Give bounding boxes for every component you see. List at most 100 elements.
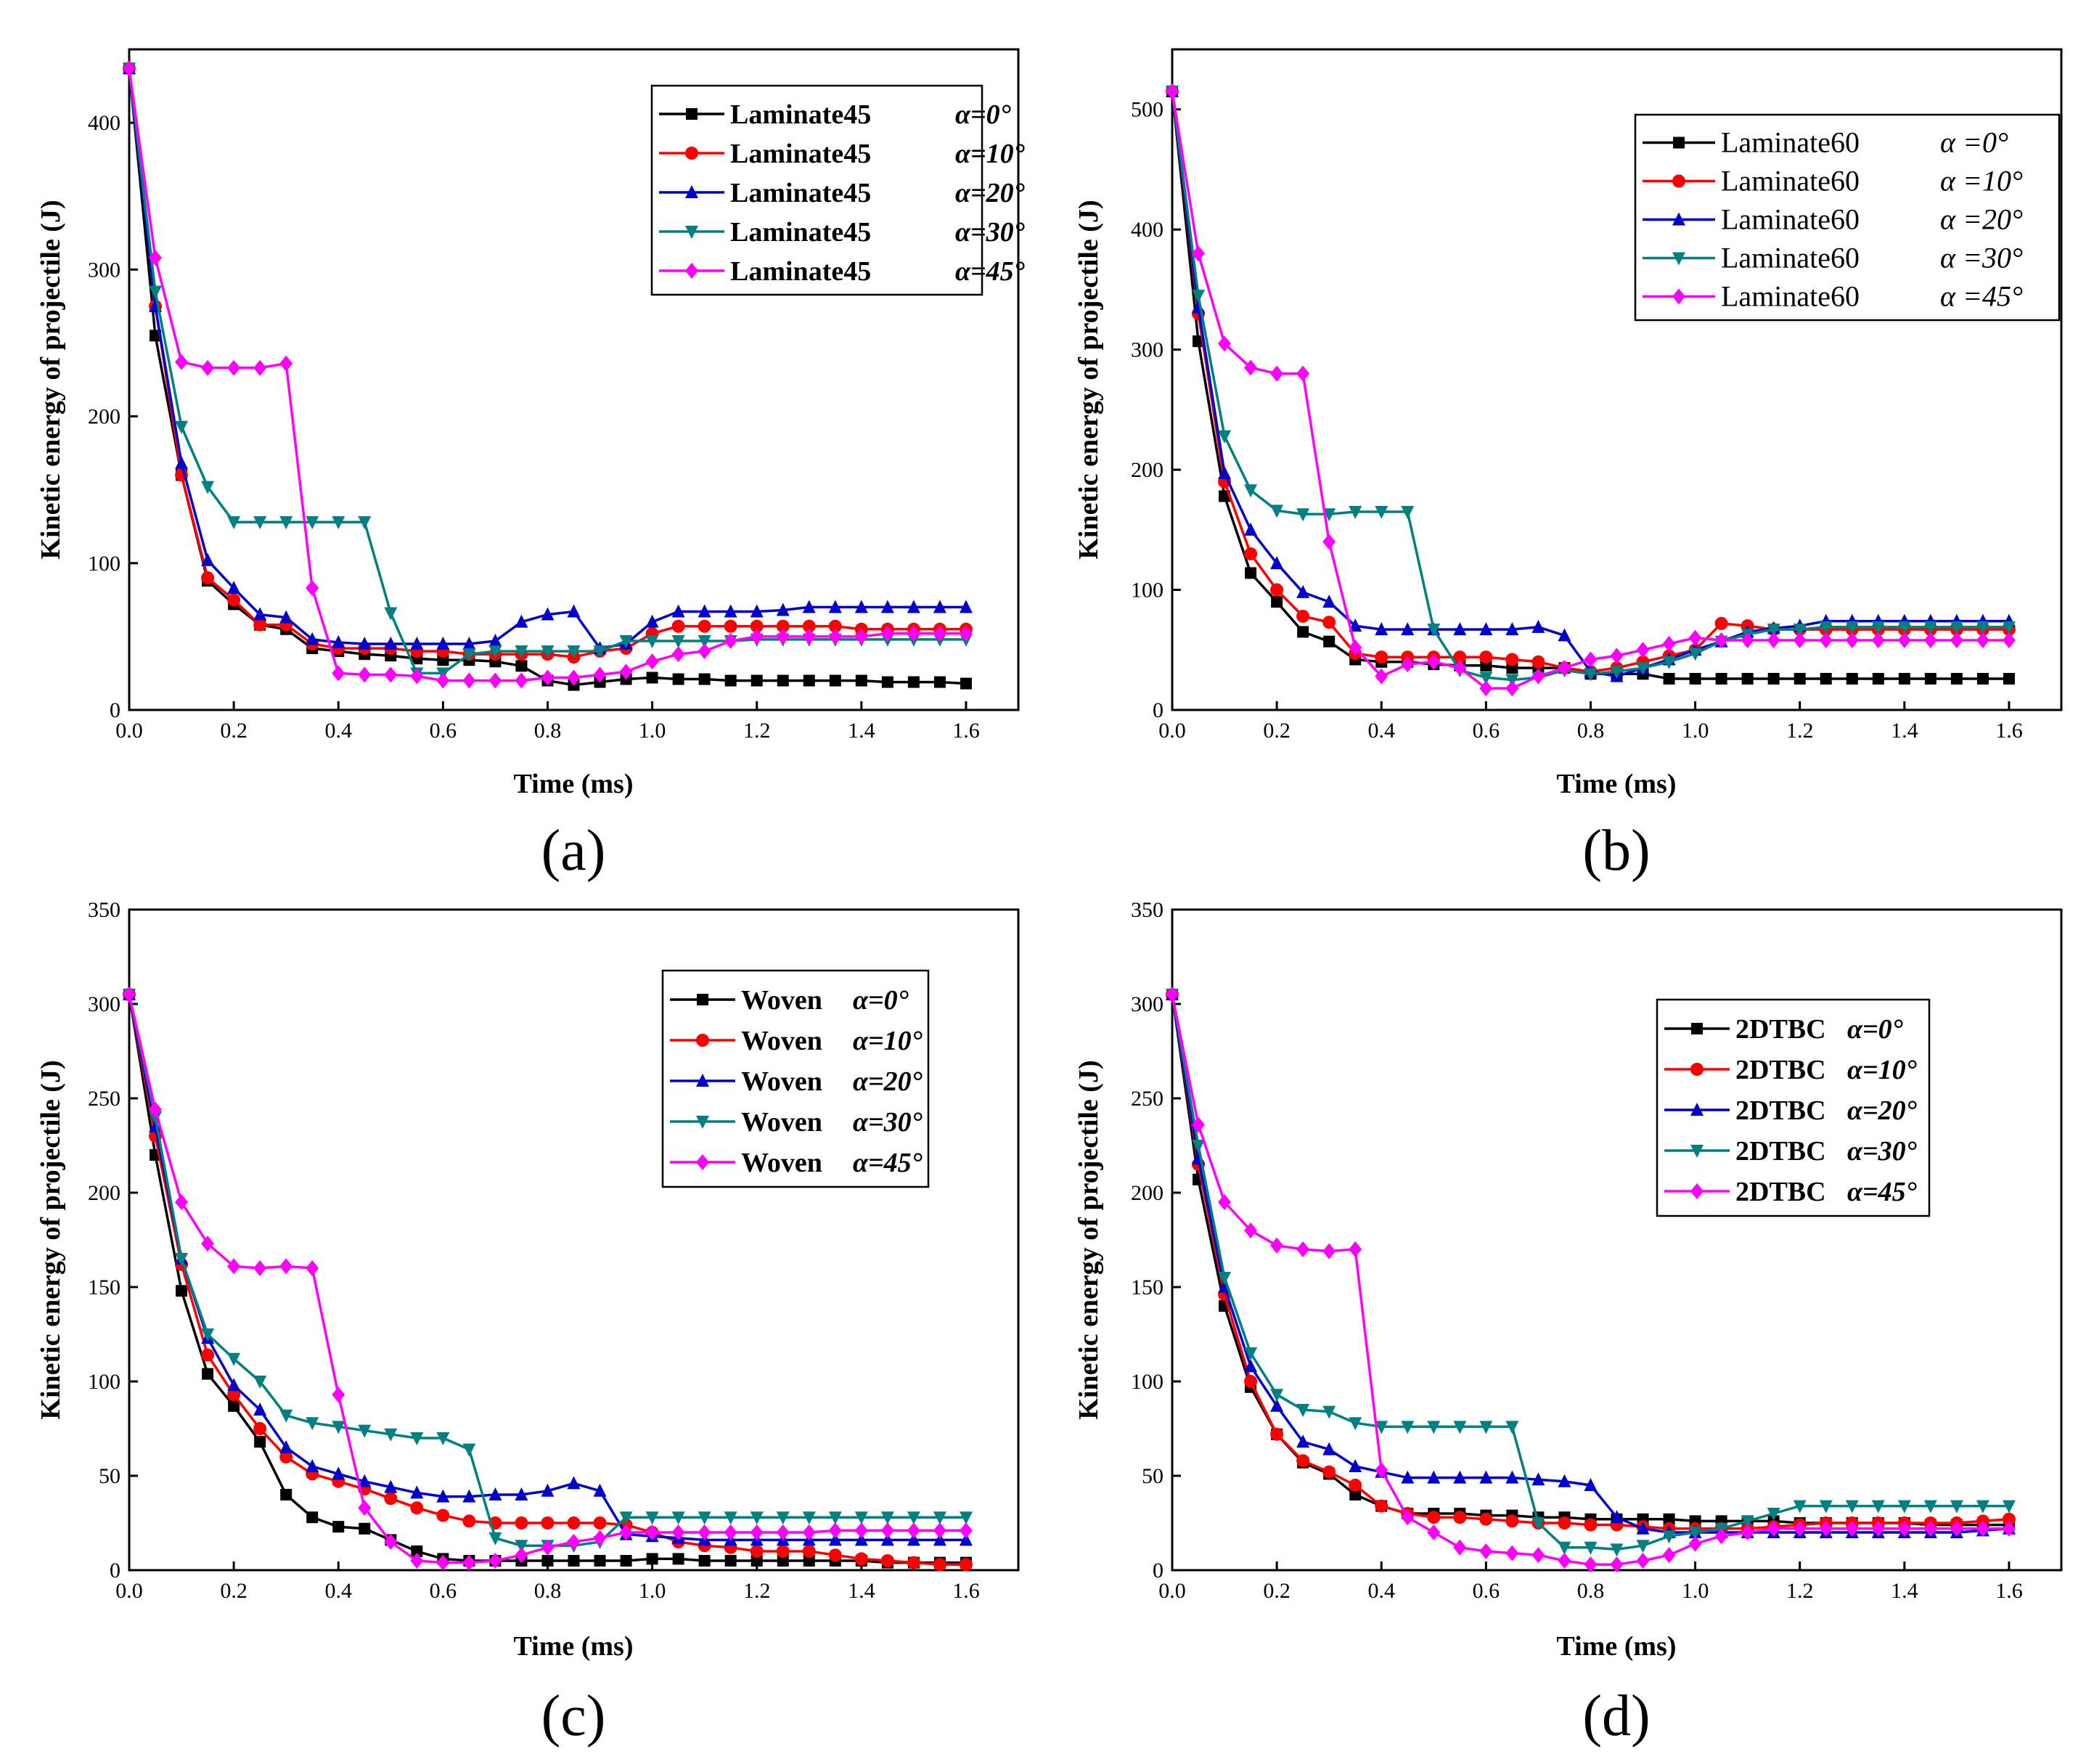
data-point-s1	[828, 619, 842, 633]
data-point-s4	[253, 1260, 267, 1276]
data-point-s3	[1558, 1541, 1571, 1555]
data-point-s2	[933, 1532, 946, 1546]
data-point-s2	[1453, 622, 1467, 636]
data-point-s4	[1636, 642, 1650, 658]
data-point-s3	[1793, 1500, 1807, 1514]
legend-marker	[696, 1074, 709, 1087]
data-point-s3	[1479, 1421, 1493, 1434]
data-point-s4	[384, 666, 398, 683]
data-point-s3	[149, 1111, 163, 1124]
data-point-s4	[1767, 632, 1780, 649]
data-point-s1	[567, 1516, 581, 1530]
data-point-s0	[594, 1555, 606, 1567]
x-tick-label: 0.4	[1367, 719, 1395, 743]
data-point-s3	[698, 1511, 711, 1525]
data-point-s3	[1950, 1500, 1963, 1514]
data-point-s1	[436, 1508, 450, 1522]
legend-box	[661, 969, 930, 1188]
data-point-s0	[803, 674, 815, 687]
data-point-s3	[332, 516, 345, 530]
data-point-s3	[1192, 290, 1206, 303]
x-tick-label: 1.4	[848, 719, 875, 743]
data-point-s1	[201, 1348, 215, 1362]
legend-alpha-label: α=10°	[853, 1026, 923, 1056]
data-point-s4	[1270, 1237, 1284, 1254]
data-point-s2	[1244, 1359, 1258, 1373]
data-point-s1	[959, 1558, 973, 1572]
x-tick-label: 0.6	[430, 1579, 457, 1603]
data-point-s4	[828, 628, 842, 645]
data-point-s2	[384, 637, 398, 650]
y-tick-label: 150	[1131, 1275, 1163, 1299]
legend-alpha-label: α =45°	[1940, 280, 2023, 313]
data-point-s1	[462, 1514, 476, 1528]
data-point-s1	[698, 619, 711, 633]
y-tick-label: 350	[88, 898, 120, 922]
x-tick-label: 0.4	[1367, 1579, 1395, 1603]
data-point-s3	[802, 1511, 816, 1525]
data-point-s2	[724, 604, 737, 618]
legend-alpha-label: α =30°	[1940, 242, 2023, 274]
data-point-s4	[175, 1194, 189, 1210]
data-point-s2	[1270, 1398, 1284, 1412]
data-point-s3	[1610, 1543, 1624, 1557]
data-point-s3	[1688, 648, 1702, 661]
data-point-s4	[279, 1258, 293, 1275]
data-point-s3	[671, 1511, 685, 1525]
y-tick-label: 300	[88, 258, 120, 282]
data-point-s4	[671, 646, 685, 663]
data-point-s3	[1244, 1347, 1258, 1360]
data-point-s3	[1375, 1421, 1388, 1434]
data-point-s3	[645, 634, 659, 648]
y-tick-label: 100	[1131, 579, 1163, 603]
data-point-s0	[1663, 672, 1675, 685]
data-point-s2	[1349, 1459, 1362, 1472]
x-tick-label: 1.6	[952, 1579, 980, 1603]
data-point-s4	[488, 1553, 502, 1569]
data-point-s3	[1453, 1421, 1467, 1434]
data-point-s4	[750, 1524, 764, 1540]
data-point-s4	[854, 1522, 868, 1539]
legend-label: 2DTBC	[1735, 1136, 1826, 1167]
data-point-s1	[802, 1545, 816, 1558]
data-point-s4	[306, 580, 319, 597]
legend-marker	[685, 226, 698, 239]
data-point-s4	[1322, 1243, 1336, 1259]
x-tick-label: 0.6	[430, 719, 457, 743]
data-point-s4	[959, 625, 973, 642]
legend-marker	[696, 1154, 709, 1170]
data-point-s3	[515, 645, 528, 659]
data-point-s3	[1662, 656, 1676, 669]
data-point-s3	[1427, 624, 1441, 637]
data-point-s2	[410, 637, 424, 650]
data-point-s3	[541, 645, 555, 659]
x-tick-label: 1.2	[1786, 719, 1814, 743]
data-point-s0	[1323, 635, 1336, 648]
data-point-s3	[227, 516, 241, 530]
data-point-s3	[1401, 506, 1415, 519]
x-tick-label: 1.4	[848, 1579, 875, 1603]
y-tick-label: 300	[88, 992, 120, 1016]
data-point-s4	[828, 1522, 842, 1539]
data-point-s0	[672, 1553, 684, 1565]
x-tick-label: 1.2	[743, 719, 771, 743]
data-point-s1	[1479, 1512, 1493, 1526]
data-point-s1	[227, 1388, 241, 1402]
y-tick-label: 0	[110, 1559, 120, 1583]
legend-alpha-label: α =10°	[1940, 165, 2023, 197]
data-point-s3	[201, 481, 215, 494]
data-point-s4	[1845, 632, 1859, 649]
data-point-s3	[1322, 1405, 1336, 1419]
data-point-s4	[358, 666, 372, 683]
data-point-s4	[1296, 365, 1310, 382]
data-point-s4	[332, 1387, 345, 1403]
data-point-s4	[1923, 632, 1937, 649]
data-point-s3	[1845, 1500, 1859, 1514]
data-point-s3	[1375, 506, 1388, 519]
y-tick-label: 200	[1131, 1181, 1163, 1205]
data-point-s4	[1688, 629, 1702, 646]
data-point-s0	[1741, 672, 1754, 685]
data-point-s4	[1244, 359, 1258, 376]
data-point-s2	[384, 1479, 398, 1493]
